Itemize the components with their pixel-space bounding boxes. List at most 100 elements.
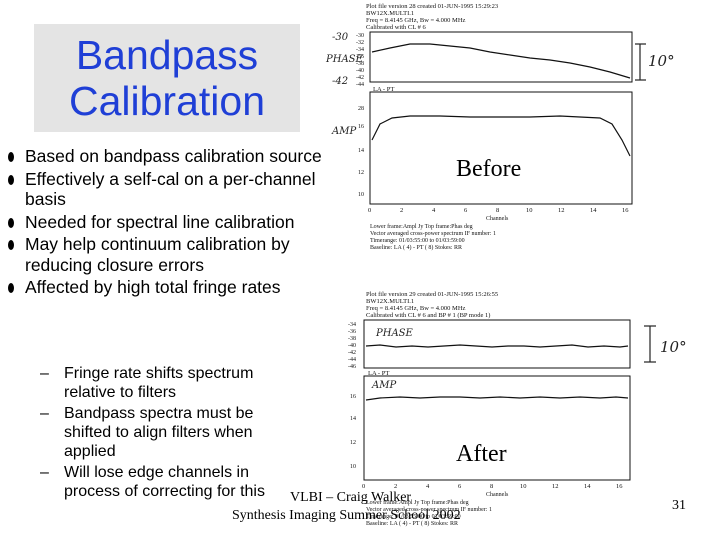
title-line-2: Calibration: [69, 78, 265, 124]
before-footer-line: Vector averaged cross-power spectrum IF …: [370, 231, 496, 237]
footer-event: Synthesis Imaging Summer School 2002: [232, 508, 461, 523]
after-header-line: Plot file version 29 created 01-JUN-1995…: [366, 291, 498, 298]
after-header-line: Freq = 8.4145 GHz, Bw = 4.000 MHz: [366, 305, 466, 312]
page-number: 31: [672, 498, 686, 513]
after-phase-curve: [365, 344, 629, 348]
before-hand-amp: AMP: [331, 126, 356, 137]
before-header-line: Plot file version 28 created 01-JUN-1995…: [366, 3, 498, 10]
after-phase-frame: [363, 319, 631, 369]
after-header-line: BW12X.MULTI.1: [366, 298, 414, 305]
before-x-tick: 12: [558, 207, 565, 214]
after-baseline-label: LA - PT: [368, 370, 389, 377]
after-x-tick: 10: [520, 483, 527, 490]
before-x-label: Channels: [486, 216, 509, 222]
after-header-line: Calibrated with CL # 6 and BP # 1 (BP mo…: [366, 312, 490, 319]
before-amp-curve: [371, 115, 631, 157]
after-footer-line: Lower frame:Ampl Jy Top frame:Phas deg: [366, 499, 469, 506]
after-phase-tick: -40: [348, 343, 356, 349]
after-hand-amp: AMP: [371, 380, 396, 391]
before-amp-frame: [369, 91, 633, 205]
before-footer-line: Timerange: 01/03:55:00 to 01/03:59:00: [370, 238, 465, 244]
after-hand-phase: PHASE: [375, 328, 414, 339]
after-x-tick: 2: [394, 483, 397, 490]
before-hand-scale: 10°: [648, 52, 675, 70]
before-amp-tick: 28: [358, 106, 364, 112]
after-x-tick: 8: [490, 483, 493, 490]
slide-title: Bandpass Calibration: [34, 24, 300, 132]
before-phase-tick: -42: [356, 75, 364, 81]
after-phase-tick: -34: [348, 322, 356, 328]
before-header-line: BW12X.MULTI.1: [366, 10, 414, 17]
before-phase-tick: -34: [356, 47, 364, 53]
sub-bullet-item: Will lose edge channels in process of co…: [40, 463, 295, 501]
after-x-tick: 14: [584, 483, 591, 490]
after-hand-scale: 10°: [660, 338, 687, 356]
before-header-line: Freq = 8.4145 GHz, Bw = 4.000 MHz: [366, 17, 466, 24]
sub-bullet-item: Bandpass spectra must be shifted to alig…: [40, 404, 295, 461]
after-phase-tick: -36: [348, 329, 356, 335]
before-x-tick: 10: [526, 207, 533, 214]
before-phase-tick: -32: [356, 40, 364, 46]
before-scale-bracket: [635, 43, 646, 81]
footer-author: VLBI – Craig Walker: [290, 490, 412, 505]
bullet-item: Effectively a self-cal on a per-channel …: [8, 169, 348, 210]
after-footer-line: Baseline: LA ( 4) - PT ( 8) Stokes: RR: [366, 520, 458, 527]
before-phase-tick: -36: [356, 54, 364, 60]
before-amp-tick: 14: [358, 148, 364, 154]
after-phase-tick: -46: [348, 364, 356, 370]
after-amp-tick: 14: [350, 416, 356, 422]
after-x-tick: 6: [458, 483, 462, 490]
before-amp-tick: 10: [358, 192, 364, 198]
bullet-item: Based on bandpass calibration source: [8, 146, 348, 167]
bullet-list: Based on bandpass calibration source Eff…: [8, 146, 348, 300]
before-header-line: Calibrated with CL # 6: [366, 24, 426, 31]
before-x-tick: 14: [590, 207, 597, 214]
before-x-tick: 8: [496, 207, 499, 214]
after-amp-frame: [363, 375, 631, 481]
after-amp-tick: 10: [350, 464, 356, 470]
after-x-tick: 12: [552, 483, 559, 490]
after-phase-tick: -42: [348, 350, 356, 356]
after-amp-curve: [365, 396, 629, 401]
before-amp-tick: 16: [358, 124, 364, 130]
before-footer-line: Lower frame:Ampl Jy Top frame:Phas deg: [370, 223, 473, 230]
before-hand-phase: PHASE: [325, 54, 364, 65]
after-footer-line: Vector averaged cross-power spectrum IF …: [366, 507, 492, 513]
before-phase-curve: [371, 43, 631, 79]
sub-bullet-list: Fringe rate shifts spectrum relative to …: [40, 364, 295, 503]
bullet-item: Needed for spectral line calibration: [8, 212, 348, 233]
before-footer-line: Baseline: LA ( 4) - PT ( 8) Stokes: RR: [370, 244, 462, 251]
before-phase-tick: -44: [356, 82, 364, 88]
after-x-tick: 4: [426, 483, 430, 490]
after-label: After: [456, 441, 507, 467]
before-amp-tick: 12: [358, 170, 364, 176]
before-plot: Plot file version 28 created 01-JUN-1995…: [325, 3, 675, 251]
bullet-item: May help continuum calibration by reduci…: [8, 234, 348, 275]
sub-bullet-item: Fringe rate shifts spectrum relative to …: [40, 364, 295, 402]
before-label: Before: [456, 156, 522, 182]
before-x-tick: 16: [622, 207, 629, 214]
before-x-tick: 0: [368, 207, 371, 214]
after-amp-tick: 16: [350, 394, 356, 400]
before-x-tick: 4: [432, 207, 436, 214]
after-x-tick: 16: [616, 483, 623, 490]
before-baseline-label: LA - PT: [373, 86, 394, 93]
before-phase-frame: [369, 31, 633, 83]
before-phase-tick: -38: [356, 61, 364, 67]
before-phase-tick: -40: [356, 68, 364, 74]
after-plot: Plot file version 29 created 01-JUN-1995…: [348, 291, 687, 527]
before-x-tick: 2: [400, 207, 403, 214]
title-line-1: Bandpass: [75, 32, 259, 78]
after-x-label: Channels: [486, 492, 509, 498]
before-phase-tick: -30: [356, 33, 364, 39]
after-footer-line: Timerange: 01/03:55:00 to 01/03:59:00: [366, 514, 461, 520]
after-x-tick: 0: [362, 483, 365, 490]
after-phase-tick: -38: [348, 336, 356, 342]
after-phase-tick: -44: [348, 357, 356, 363]
bullet-item: Affected by high total fringe rates: [8, 277, 348, 298]
after-amp-tick: 12: [350, 440, 356, 446]
before-hand-phase-top: -30: [332, 32, 349, 43]
after-scale-bracket: [644, 325, 656, 363]
before-hand-phase-bottom: -42: [332, 76, 348, 87]
